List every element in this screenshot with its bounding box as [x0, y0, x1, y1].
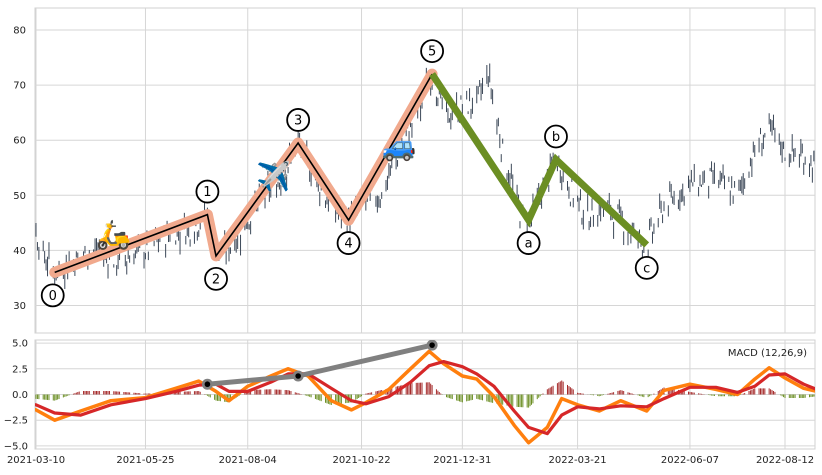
- wave-label-circle: [204, 266, 228, 291]
- wave-label-circle: [420, 39, 445, 64]
- macd-title: MACD (12,26,9): [728, 348, 807, 359]
- macd-y-tick-label: 2.5: [12, 364, 28, 375]
- wave-label-circle: [544, 124, 568, 149]
- wave-label-text: c: [643, 261, 650, 276]
- wave-label-text: 5: [428, 45, 436, 60]
- price-y-tick-label: 50: [13, 191, 26, 202]
- x-tick-label: 2021-12-31: [433, 455, 491, 466]
- wave-label-a: a: [516, 231, 541, 255]
- wave-label-circle: [634, 255, 659, 280]
- wave-label-circle: [195, 179, 220, 204]
- wave-label-1: 1: [195, 179, 220, 204]
- wave-label-text: 1: [203, 185, 211, 200]
- x-tick-label: 2021-05-25: [116, 455, 174, 466]
- airplane-icon: ✈️: [256, 159, 291, 193]
- wave-label-text: 2: [212, 272, 220, 287]
- wave-label-c: c: [634, 255, 659, 280]
- x-tick-label: 2022-08-12: [756, 455, 814, 466]
- price-grid: [35, 8, 815, 333]
- wave-label-0: 0: [40, 283, 65, 308]
- car-icon: 🚙: [382, 130, 417, 163]
- macd-y-tick-label: −5.0: [4, 441, 28, 452]
- scooter-icon: 🛵: [96, 218, 131, 251]
- impulse-line: [54, 73, 433, 274]
- price-y-tick-label: 40: [13, 246, 26, 257]
- icon-layer: 🛵 ✈️ 🚙: [96, 130, 416, 251]
- x-tick-label: 2021-03-10: [7, 455, 65, 466]
- wave-label-circle: [336, 231, 361, 255]
- x-axis-ticks: 2021-03-10 2021-05-25 2021-08-04 2021-10-22…: [7, 455, 814, 466]
- wave-label-text: 4: [344, 237, 352, 252]
- wave-lines: [49, 68, 650, 278]
- price-y-tick-label: 80: [13, 26, 26, 37]
- price-y-ticks: 30 40 50 60 70 80: [13, 26, 26, 312]
- x-tick-label: 2021-10-22: [332, 455, 390, 466]
- x-tick-label: 2022-06-07: [661, 455, 719, 466]
- macd-y-tick-label: −2.5: [4, 416, 28, 427]
- macd-marker-inner: [204, 381, 211, 388]
- price-y-tick-label: 70: [13, 81, 26, 92]
- macd-marker-inner: [295, 373, 301, 379]
- wave-label-text: 0: [49, 289, 57, 304]
- wave-label-text: b: [552, 130, 560, 145]
- macd-series-line-1: [35, 360, 815, 436]
- wave-label-5: 5: [420, 39, 445, 64]
- correction-line: [429, 72, 650, 248]
- wave-label-4: 4: [336, 231, 361, 255]
- macd-y-tick-label: 0.0: [12, 390, 28, 401]
- price-y-tick-label: 60: [13, 136, 26, 147]
- wave-labels: 0 1 2 3 4 5 a b c: [40, 39, 659, 308]
- wave-label-2: 2: [204, 266, 228, 291]
- wave-label-circle: [40, 283, 65, 308]
- macd-y-ticks: −5.0 −2.5 0.0 2.5 5.0: [4, 339, 28, 453]
- price-y-tick-label: 30: [13, 301, 26, 312]
- macd-y-tick-label: 5.0: [12, 339, 28, 350]
- wave-label-3: 3: [286, 108, 311, 132]
- macd-marker-inner: [429, 342, 435, 348]
- price-panel-frame: [34, 7, 816, 334]
- x-tick-label: 2021-08-04: [219, 455, 277, 466]
- wave-label-b: b: [544, 124, 568, 149]
- x-tick-label: 2022-03-21: [549, 455, 607, 466]
- macd-lines: [35, 340, 815, 445]
- wave-label-circle: [286, 108, 311, 132]
- wave-label-text: a: [525, 237, 533, 252]
- wave-label-text: 3: [294, 113, 302, 128]
- wave-label-circle: [516, 231, 541, 255]
